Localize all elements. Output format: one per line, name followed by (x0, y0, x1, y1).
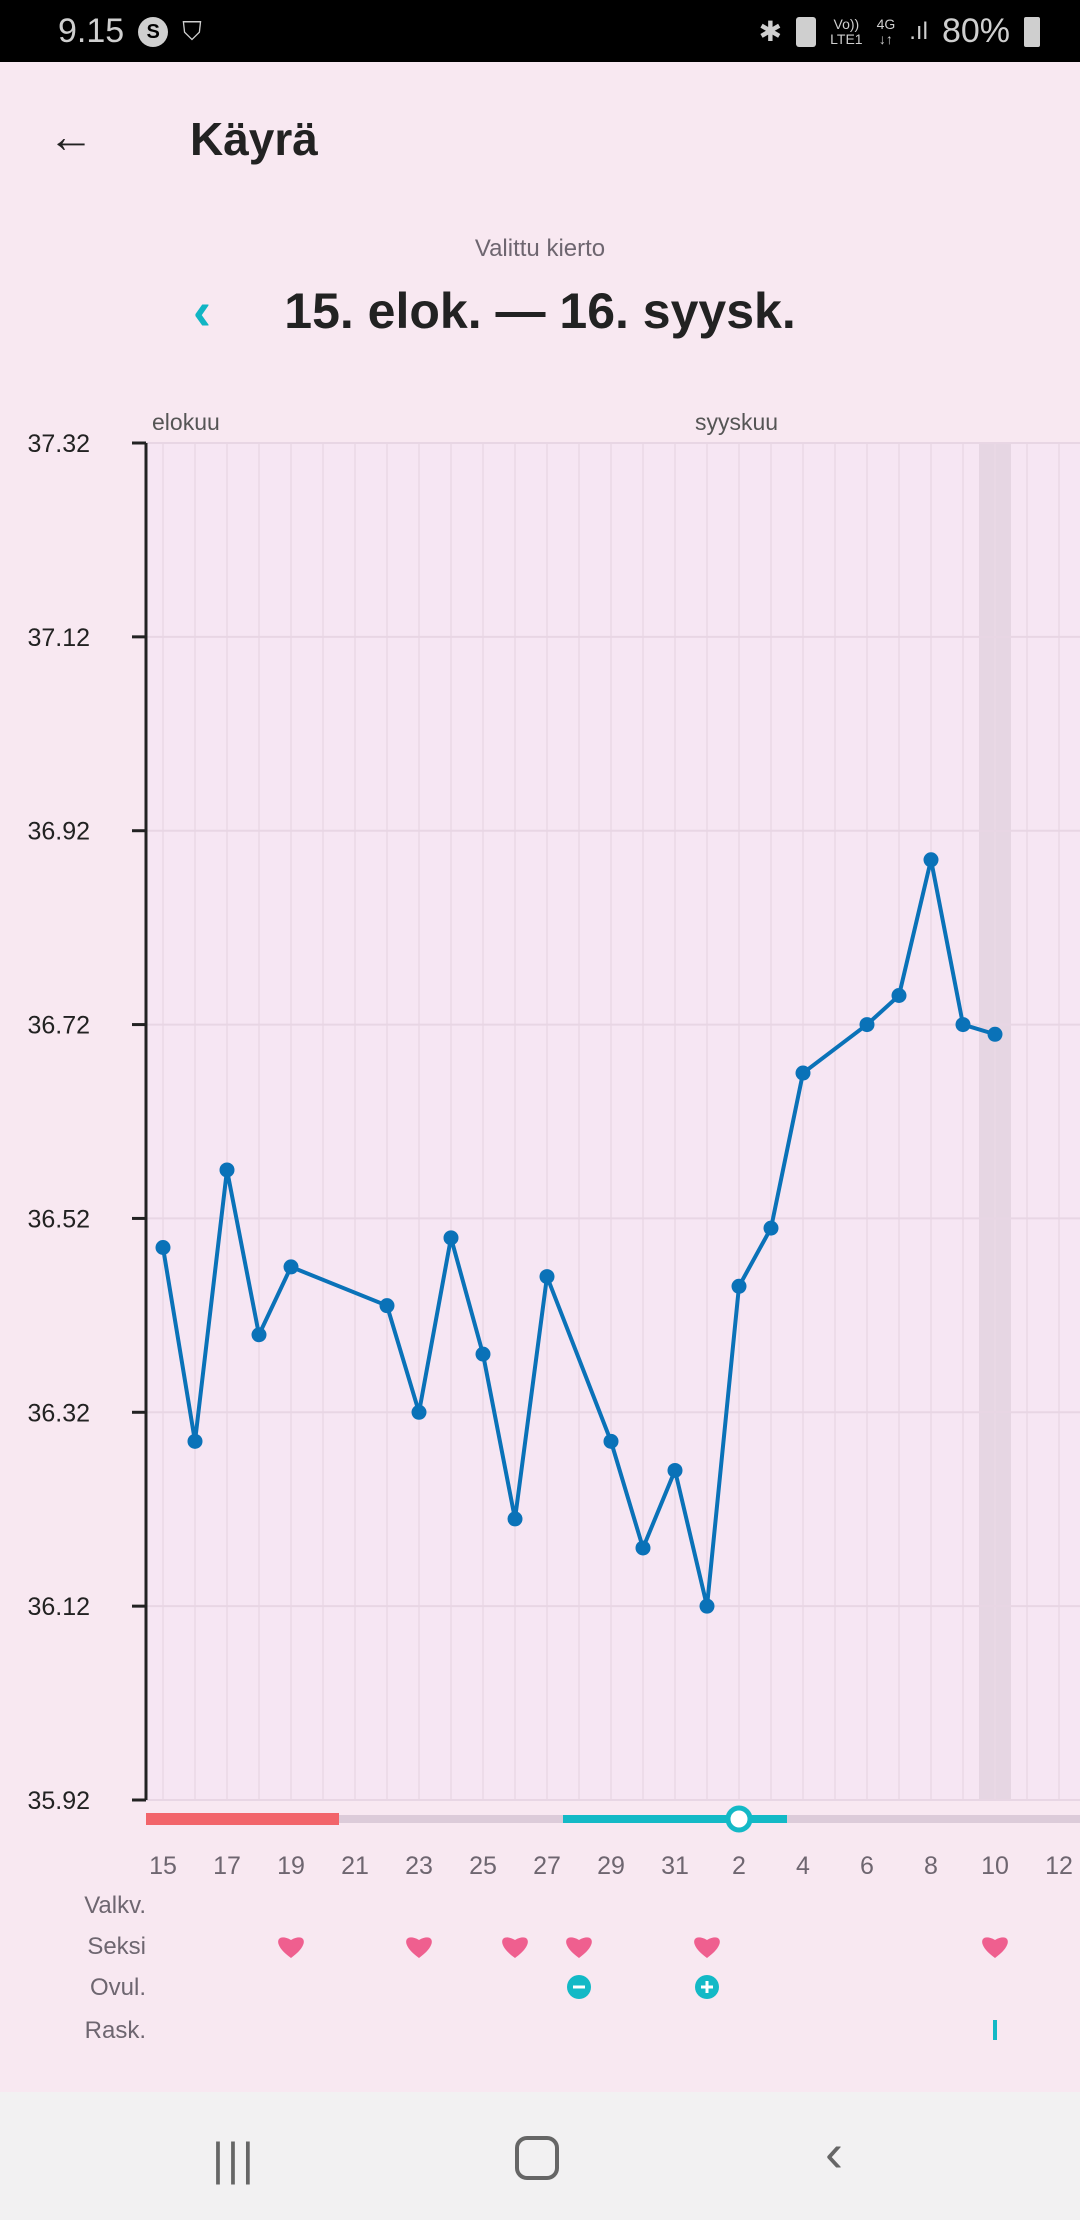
x-tick-label: 25 (469, 1852, 497, 1880)
shield-check-icon: ⛉ (182, 15, 202, 46)
data-point (763, 1220, 779, 1236)
back-icon[interactable]: ‹ (825, 2123, 843, 2183)
navigation-bar: ||| ‹ (0, 2092, 1080, 2220)
volte-indicator: Vo)) LTE1 (830, 15, 863, 47)
x-tick-label: 29 (597, 1852, 625, 1880)
x-tick-label: 19 (277, 1852, 305, 1880)
data-point (795, 1065, 811, 1081)
heart-icon (502, 1937, 528, 1958)
heart-icon (406, 1937, 432, 1958)
battery-icon (1024, 16, 1040, 47)
x-tick-label: 12 (1045, 1852, 1073, 1880)
bar-icon (993, 2020, 997, 2040)
x-tick-label: 8 (924, 1852, 938, 1880)
signal-icon: .ıl (909, 17, 928, 45)
data-point (955, 1017, 971, 1033)
y-tick-label: 36.52 (27, 1205, 90, 1233)
y-tick-label: 36.32 (27, 1399, 90, 1427)
data-point (475, 1346, 491, 1362)
chevron-left-icon[interactable]: ‹ (193, 281, 211, 341)
data-point (411, 1404, 427, 1420)
row-label: Rask. (85, 2017, 146, 2044)
data-point (635, 1540, 651, 1556)
temperature-chart[interactable]: 37.32 37.12 36.92 36.72 36.52 36.32 36.12 35.92… (0, 0, 1080, 2092)
y-tick-label: 36.92 (27, 818, 90, 846)
x-tick-label: 17 (213, 1852, 241, 1880)
heart-icon (566, 1937, 592, 1958)
x-tick-label: 23 (405, 1852, 433, 1880)
data-point (987, 1026, 1003, 1042)
status-bar: 9.15 S ⛉ ✱ Vo)) LTE1 4G ↓↑ .ıl 80% (0, 0, 1080, 62)
data-point (539, 1269, 555, 1285)
data-point (731, 1278, 747, 1294)
heart-icon (278, 1937, 304, 1958)
ovulation-marker (725, 1805, 753, 1833)
data-point (859, 1017, 875, 1033)
home-icon[interactable] (515, 2136, 559, 2180)
page-title: Käyrä (190, 113, 318, 165)
x-tick-label: 27 (533, 1852, 561, 1880)
data-point (443, 1230, 459, 1246)
data-point (219, 1162, 235, 1178)
battery-level: 80% (941, 12, 1010, 50)
s-circle-icon: S (138, 16, 169, 47)
x-tick-label: 31 (661, 1852, 689, 1880)
arrow-left-icon[interactable]: ← (48, 110, 94, 162)
x-tick-label: 21 (341, 1852, 369, 1880)
month-label: syyskuu (695, 409, 778, 435)
data-point (699, 1598, 715, 1614)
data-point (251, 1327, 267, 1343)
bluetooth-icon: ✱ (758, 16, 783, 47)
row-label: Valkv. (84, 1892, 146, 1919)
data-point (603, 1433, 619, 1449)
data-point (379, 1298, 395, 1314)
battery-saver-icon (796, 16, 817, 47)
month-label: elokuu (152, 409, 220, 435)
x-tick-label: 4 (796, 1852, 810, 1880)
data-point (667, 1462, 683, 1478)
data-point (507, 1511, 523, 1527)
x-tick-label: 15 (149, 1852, 177, 1880)
y-tick-label: 36.72 (27, 1012, 90, 1040)
y-tick-label: 37.12 (27, 624, 90, 652)
network-indicator: 4G ↓↑ (876, 15, 896, 47)
x-tick-label: 6 (860, 1852, 874, 1880)
recents-icon[interactable]: ||| (212, 2133, 257, 2185)
y-tick-label: 35.92 (27, 1787, 90, 1815)
heart-icon (982, 1937, 1008, 1958)
y-tick-label: 37.32 (27, 430, 90, 458)
data-point (283, 1259, 299, 1275)
data-point (187, 1433, 203, 1449)
y-tick-label: 36.12 (27, 1593, 90, 1621)
plot-area (146, 443, 1080, 1800)
row-label: Seksi (87, 1933, 146, 1960)
row-label: Ovul. (90, 1974, 146, 2001)
x-tick-label: 2 (732, 1852, 746, 1880)
cycle-range: 15. elok. — 16. syysk. (284, 283, 796, 339)
x-tick-label: 10 (981, 1852, 1009, 1880)
heart-icon (694, 1937, 720, 1958)
cycle-label: Valittu kierto (474, 235, 606, 262)
data-point (891, 987, 907, 1003)
clock: 9.15 (58, 12, 125, 50)
data-point (155, 1240, 171, 1256)
data-point (923, 852, 939, 868)
